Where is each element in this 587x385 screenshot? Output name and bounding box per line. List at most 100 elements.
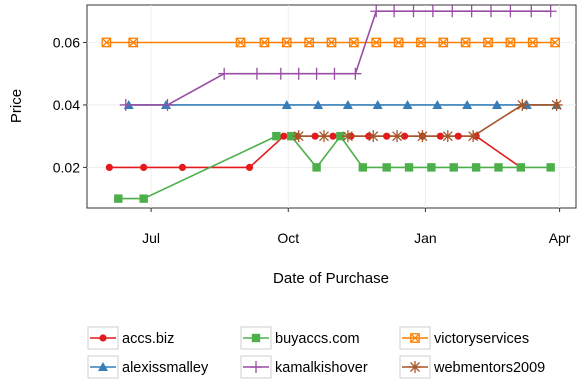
legend-marker (410, 333, 420, 343)
data-point (218, 67, 231, 80)
data-point (471, 163, 481, 172)
legend-item: buyaccs.com (240, 326, 360, 350)
data-point (449, 163, 458, 172)
data-point (441, 130, 454, 143)
data-point (372, 99, 383, 109)
data-point (402, 99, 413, 109)
data-point (391, 130, 404, 143)
data-point (349, 67, 362, 80)
data-point (382, 163, 391, 172)
legend: accs.biz buyaccs.com victoryservices alexis… (87, 326, 545, 379)
legend-item: kamalkishover (240, 355, 368, 379)
data-point (235, 37, 246, 48)
legend-label: victoryservices (434, 331, 529, 347)
y-axis-title: Price (8, 89, 25, 123)
data-point (460, 37, 471, 48)
data-point (280, 132, 288, 140)
data-point (281, 37, 292, 48)
x-tick-label: Jul (142, 230, 160, 246)
legend-label: alexissmalley (122, 360, 209, 376)
data-point (436, 132, 444, 140)
legend-marker (250, 361, 262, 373)
data-point (318, 130, 331, 143)
data-point (259, 37, 270, 48)
data-point (416, 130, 429, 143)
data-point (462, 99, 473, 109)
data-point (527, 37, 538, 48)
data-point (544, 5, 557, 18)
x-tick-label: Oct (277, 230, 299, 246)
y-tick-label: 0.04 (53, 97, 80, 113)
legend-marker (251, 333, 261, 343)
x-tick-label: Jan (414, 230, 437, 246)
data-point (310, 67, 323, 80)
data-point (101, 37, 112, 48)
legend-item: victoryservices (399, 326, 529, 350)
data-point (114, 194, 123, 203)
data-point (491, 99, 502, 109)
legend-item: alexissmalley (87, 355, 209, 379)
data-point (161, 98, 174, 111)
x-tick-label: Apr (549, 230, 571, 246)
data-point (393, 37, 404, 48)
data-point (140, 163, 148, 171)
data-point (178, 163, 187, 171)
data-point (427, 163, 436, 172)
data-point (467, 130, 480, 143)
data-point (416, 37, 426, 48)
data-point (400, 132, 409, 140)
data-point (329, 132, 337, 140)
data-point (328, 67, 341, 80)
data-point (446, 5, 459, 18)
data-point (371, 37, 382, 48)
legend-label: accs.biz (122, 331, 174, 347)
data-point (505, 37, 516, 48)
data-point (313, 99, 324, 109)
data-point (311, 132, 319, 140)
data-point (516, 163, 526, 172)
data-point (388, 5, 401, 18)
data-point (119, 98, 132, 111)
data-point (525, 5, 538, 18)
data-point (274, 67, 287, 80)
data-point (485, 5, 498, 18)
data-point (550, 98, 563, 111)
legend-item: webmentors2009 (399, 355, 545, 379)
data-point (336, 131, 345, 141)
data-point (483, 37, 493, 48)
data-point (426, 5, 439, 18)
data-point (281, 99, 292, 109)
data-point (550, 37, 560, 48)
legend-marker (98, 362, 108, 371)
legend-item: accs.biz (87, 326, 174, 350)
data-point (494, 163, 503, 172)
data-point (465, 5, 478, 18)
data-point (245, 163, 254, 171)
data-point (454, 132, 462, 140)
data-point (349, 37, 359, 48)
data-point (105, 163, 113, 171)
data-point (404, 163, 414, 172)
data-point (383, 132, 391, 140)
data-point (546, 163, 555, 172)
legend-marker (99, 334, 107, 342)
data-point (139, 194, 148, 203)
data-point (304, 37, 314, 48)
data-point (370, 5, 383, 18)
data-point (407, 5, 420, 18)
x-axis-title: Date of Purchase (273, 270, 389, 287)
legend-label: buyaccs.com (275, 331, 360, 347)
data-point (516, 98, 529, 111)
legend-label: kamalkishover (275, 360, 368, 376)
data-point (504, 5, 517, 18)
legend-marker (409, 361, 421, 373)
data-point (272, 131, 281, 141)
data-point (292, 130, 305, 143)
data-point (292, 67, 305, 80)
y-tick-label: 0.02 (53, 159, 80, 175)
legend-label: webmentors2009 (433, 360, 545, 376)
data-point (432, 99, 443, 109)
data-point (341, 130, 354, 143)
data-point (342, 99, 353, 109)
